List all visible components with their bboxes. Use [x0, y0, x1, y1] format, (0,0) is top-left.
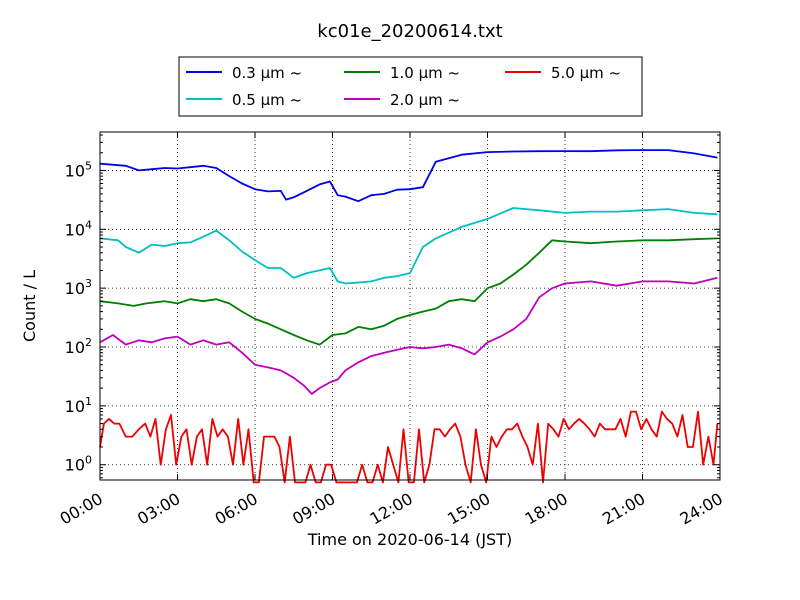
y-tick-label: 105	[65, 159, 92, 180]
chart-title: kc01e_20200614.txt	[317, 21, 502, 42]
series-line-4	[99, 410, 719, 484]
x-tick-label: 00:00	[57, 489, 106, 529]
x-tick-label: 03:00	[134, 489, 183, 529]
legend: 0.3 μm ~ 0.5 μm ~ 1.0 μm ~ 2.0 μm ~ 5.0 μm ~	[178, 56, 643, 117]
legend-frame	[178, 56, 643, 117]
y-tick-label: 103	[65, 277, 92, 298]
ticks	[99, 132, 721, 480]
series-line-2	[99, 237, 718, 346]
legend-label-2: 1.0 μm ~	[390, 64, 460, 82]
x-tick-label: 24:00	[677, 489, 726, 529]
y-tick-label: 101	[65, 395, 92, 416]
series-line-0	[99, 149, 718, 203]
x-tick-label: 12:00	[367, 489, 416, 529]
x-axis-label: Time on 2020-06-14 (JST)	[307, 530, 512, 549]
legend-label-3: 2.0 μm ~	[390, 91, 460, 109]
legend-label-1: 0.5 μm ~	[232, 91, 302, 109]
x-tick-label: 18:00	[522, 489, 571, 529]
x-tick-label: 21:00	[599, 489, 648, 529]
y-tick-label: 100	[65, 454, 92, 475]
grid	[99, 132, 721, 480]
y-tick-label: 102	[65, 336, 92, 357]
x-tick-label: 15:00	[444, 489, 493, 529]
series-line-3	[99, 276, 718, 395]
legend-label-0: 0.3 μm ~	[232, 64, 302, 82]
legend-label-4: 5.0 μm ~	[551, 64, 621, 82]
x-tick-label: 06:00	[212, 489, 261, 529]
series-line-1	[99, 207, 718, 285]
x-tick-label: 09:00	[289, 489, 338, 529]
y-axis-label: Count / L	[20, 270, 39, 342]
series-lines	[99, 149, 719, 484]
y-tick-label: 104	[65, 218, 92, 239]
